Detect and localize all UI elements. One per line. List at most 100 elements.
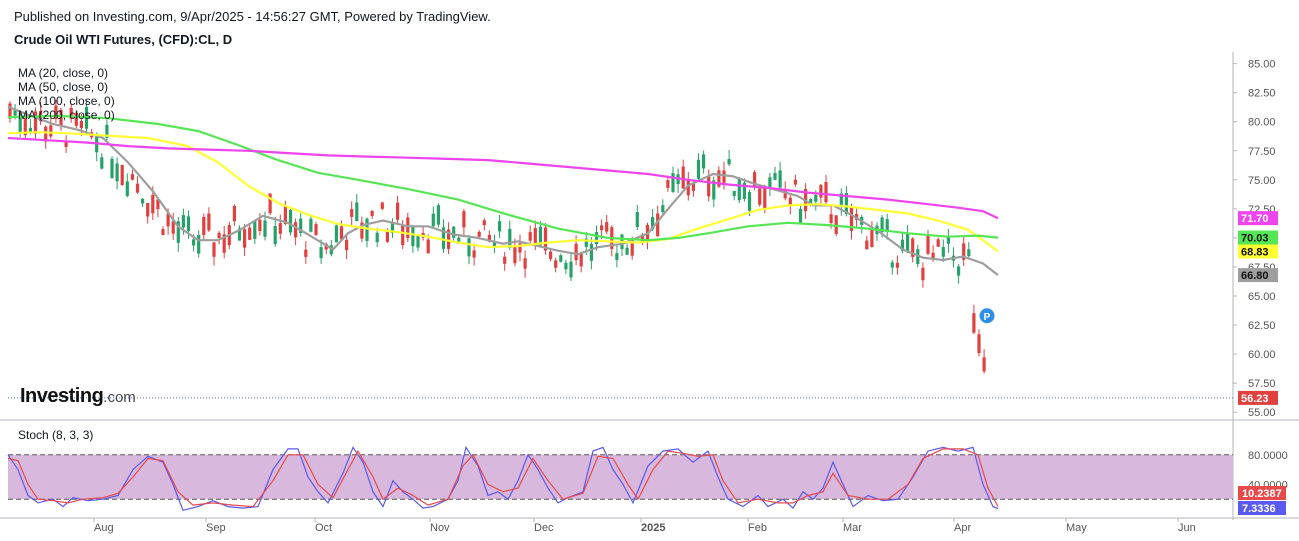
candle-body (793, 179, 797, 185)
candle-body (783, 189, 787, 199)
candle-body (671, 173, 675, 192)
candle-body (605, 222, 609, 232)
candle-body (849, 207, 854, 231)
x-tick-label: Mar (843, 522, 862, 534)
candle-body (747, 192, 752, 211)
candle-body (936, 239, 940, 247)
candle-body (513, 246, 517, 264)
y-tick-label: 62.50 (1248, 320, 1276, 332)
candle-body (661, 205, 665, 213)
price-label: 68.83 (1241, 246, 1269, 258)
published-note: Published on Investing.com, 9/Apr/2025 -… (14, 9, 491, 24)
candle-body (763, 186, 767, 209)
x-tick-label: Jun (1178, 522, 1196, 534)
candle-body (870, 229, 874, 248)
candle-body (212, 242, 216, 257)
candle-body (171, 221, 175, 234)
candle-body (288, 209, 293, 233)
candle-body (538, 226, 542, 246)
candle-body (926, 234, 930, 254)
candle-body (237, 228, 242, 241)
ma-legend-item: MA (200, close, 0) (18, 108, 115, 122)
candle-body (59, 109, 63, 127)
candle-body (350, 209, 354, 217)
ma-legend-item: MA (100, close, 0) (18, 94, 115, 108)
y-tick-label: 82.50 (1248, 88, 1276, 100)
candle-body (487, 234, 491, 242)
candle-body (217, 232, 221, 239)
candle-body (717, 170, 721, 187)
candle-body (635, 211, 639, 227)
candle-body (656, 213, 660, 237)
candle-body (243, 229, 247, 248)
candle-body (278, 223, 282, 234)
candle-body (890, 262, 894, 268)
candle-body (533, 228, 537, 244)
candle-body (192, 239, 196, 246)
x-tick-label: Nov (430, 522, 450, 534)
candle-body (523, 258, 527, 269)
price-label-bg (1238, 211, 1278, 226)
candle-body (615, 253, 619, 260)
candle-body (462, 211, 466, 228)
candle-body (707, 176, 711, 197)
candle-body (584, 238, 588, 247)
candle-body (135, 183, 140, 193)
candle-body (44, 126, 48, 142)
candle-body (900, 239, 905, 251)
candle-body (982, 357, 986, 372)
candle-body (54, 105, 58, 119)
ma-legend-item: MA (20, close, 0) (18, 66, 109, 80)
candle-body (957, 266, 961, 276)
y-tick-label: 75.00 (1248, 175, 1276, 187)
candle-body (375, 232, 379, 243)
candle-body (962, 243, 966, 260)
candle-body (161, 229, 165, 235)
candle-body (554, 260, 558, 268)
ma-legend-item: MA (50, close, 0) (18, 80, 109, 94)
candles-group (8, 99, 986, 374)
candle-body (202, 216, 206, 236)
candle-body (768, 177, 772, 187)
candle-body (370, 210, 374, 216)
y-tick-label: 60.00 (1248, 349, 1276, 361)
candle-body (329, 245, 333, 255)
candle-body (921, 267, 925, 281)
candle-body (181, 215, 185, 228)
candle-body (416, 234, 420, 248)
candle-body (712, 180, 716, 200)
candle-body (600, 225, 604, 231)
candle-body (406, 217, 410, 239)
candle-body (508, 228, 512, 248)
candle-body (482, 220, 486, 226)
candle-body (798, 208, 803, 223)
stoch-label: Stoch (8, 3, 3) (18, 428, 94, 442)
candle-body (8, 103, 12, 119)
y-tick-label: 85.00 (1248, 59, 1276, 71)
candle-body (151, 194, 155, 214)
candle-body (630, 239, 634, 256)
candle-body (732, 191, 736, 196)
x-tick-label: 2025 (641, 522, 665, 534)
candle-body (594, 232, 599, 245)
candle-body (931, 252, 935, 260)
x-tick-label: Dec (534, 522, 554, 534)
candle-body (197, 234, 201, 254)
candle-body (477, 231, 481, 237)
x-tick-label: May (1066, 522, 1087, 534)
candle-body (885, 219, 889, 232)
candle-body (436, 205, 440, 225)
candle-body (518, 243, 522, 253)
candle-body (457, 237, 461, 244)
price-label-bg (1238, 390, 1278, 405)
candle-body (268, 193, 272, 214)
candle-body (651, 217, 655, 230)
stoch-tick-label: 80.0000 (1248, 450, 1288, 462)
candle-body (742, 182, 746, 199)
candle-body (895, 262, 899, 268)
candle-body (773, 173, 777, 180)
x-tick-label: Oct (315, 522, 332, 534)
candle-body (156, 199, 160, 210)
candle-body (166, 213, 170, 227)
